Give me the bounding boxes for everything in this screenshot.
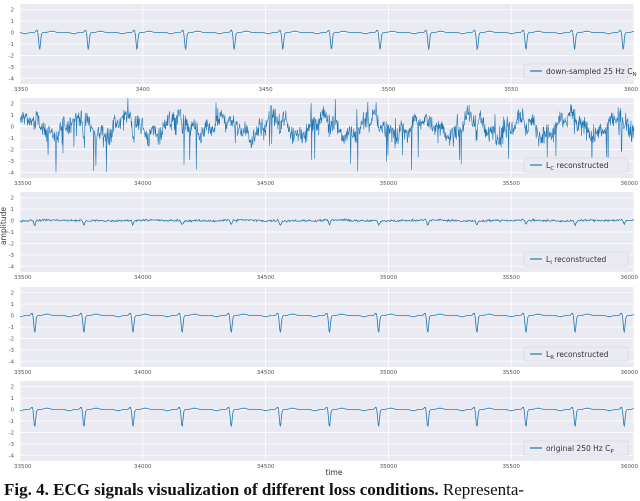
y-tick-label: 2 bbox=[11, 291, 15, 297]
y-tick-label: 1 bbox=[11, 207, 15, 213]
chart-panel-4: 2 1 0 -1 -2 -3 -4 33500 34000 34500 35000 35500 3600… bbox=[9, 287, 639, 376]
series-line bbox=[19, 29, 635, 51]
y-tick-label: -4 bbox=[9, 264, 15, 270]
legend: LR reconstructed bbox=[523, 346, 629, 362]
legend: original 250 Hz CP bbox=[523, 440, 629, 456]
y-tick-label: 1 bbox=[11, 19, 15, 25]
y-axis-title: amplitude bbox=[0, 207, 8, 245]
legend-box bbox=[523, 157, 629, 173]
x-tick-label: 35500 bbox=[502, 370, 520, 376]
y-tick-label: -4 bbox=[9, 170, 15, 176]
y-tick-label: -3 bbox=[9, 348, 15, 354]
chart-panel-1: 2 1 0 -1 -2 -3 -4 3350 3400 3450 3500 3550 3600 down-… bbox=[9, 4, 638, 93]
legend-label: LR reconstructed bbox=[546, 350, 609, 361]
y-tick-label: -3 bbox=[9, 253, 15, 259]
x-tick-label: 34000 bbox=[134, 370, 152, 376]
legend-label: original 250 Hz CP bbox=[546, 444, 614, 455]
series-line bbox=[20, 406, 635, 428]
series-line bbox=[20, 312, 635, 334]
y-tick-label: -1 bbox=[9, 136, 14, 142]
legend-label: LC reconstructed bbox=[546, 161, 609, 172]
x-tick-label: 35500 bbox=[502, 181, 520, 187]
y-tick-label: -1 bbox=[9, 42, 14, 48]
x-tick-label: 35000 bbox=[380, 464, 398, 470]
x-tick-label: 34000 bbox=[134, 275, 152, 281]
y-tick-label: 2 bbox=[11, 102, 15, 108]
x-tick-label: 35500 bbox=[502, 464, 520, 470]
x-tick-label: 3500 bbox=[381, 87, 395, 93]
y-tick-label: -2 bbox=[9, 241, 14, 247]
x-tick-label: 34500 bbox=[257, 275, 275, 281]
chart-panel-5: 2 1 0 -1 -2 -3 -4 33500 34000 34500 35000 35500 3600… bbox=[9, 381, 639, 477]
x-tick-label: 35000 bbox=[380, 370, 398, 376]
legend-box bbox=[523, 63, 629, 79]
chart-panel-3: 2 1 0 -1 -2 -3 -4 33500 34000 34500 35000 35500 3600… bbox=[0, 192, 638, 281]
legend: down-sampled 25 Hz CN bbox=[523, 63, 637, 79]
caption-text: Representa- bbox=[438, 480, 525, 499]
y-tick-label: 1 bbox=[11, 113, 15, 119]
series-line bbox=[19, 218, 635, 227]
y-tick-label: -2 bbox=[9, 147, 14, 153]
x-tick-label: 3350 bbox=[14, 87, 28, 93]
y-tick-label: 0 bbox=[11, 314, 15, 320]
x-tick-label: 33500 bbox=[14, 275, 32, 281]
y-tick-label: -2 bbox=[9, 53, 14, 59]
x-tick-label: 3600 bbox=[624, 87, 638, 93]
caption-label: Fig. 4. ECG signals visualization of dif… bbox=[4, 480, 439, 499]
x-tick-label: 35000 bbox=[380, 275, 398, 281]
x-tick-label: 36000 bbox=[621, 370, 639, 376]
x-tick-label: 34000 bbox=[134, 464, 152, 470]
y-tick-label: 2 bbox=[11, 196, 15, 202]
y-tick-label: 0 bbox=[11, 219, 15, 225]
x-tick-label: 34500 bbox=[257, 464, 275, 470]
y-tick-label: -4 bbox=[9, 76, 15, 82]
x-tick-label: 35000 bbox=[380, 181, 398, 187]
y-tick-label: -2 bbox=[9, 336, 14, 342]
chart-panel-2: 2 1 0 -1 -2 -3 -4 33500 34000 34500 35000 35500 3600… bbox=[9, 97, 639, 187]
legend-label: LI reconstructed bbox=[546, 255, 607, 266]
x-tick-label: 36000 bbox=[621, 181, 639, 187]
x-tick-label: 34000 bbox=[134, 181, 152, 187]
x-tick-label: 34500 bbox=[257, 181, 275, 187]
x-tick-label: 3400 bbox=[136, 87, 150, 93]
y-tick-label: 2 bbox=[11, 8, 15, 14]
x-axis-title: time bbox=[326, 468, 343, 477]
x-tick-label: 33500 bbox=[14, 181, 32, 187]
x-tick-label: 35500 bbox=[502, 275, 520, 281]
y-tick-label: -4 bbox=[9, 453, 15, 459]
x-tick-label: 33500 bbox=[14, 370, 32, 376]
y-tick-label: -1 bbox=[9, 230, 14, 236]
legend-box bbox=[523, 251, 629, 267]
legend-label: down-sampled 25 Hz CN bbox=[546, 67, 637, 78]
y-tick-label: -3 bbox=[9, 65, 15, 71]
legend: LI reconstructed bbox=[523, 251, 629, 267]
x-tick-label: 33500 bbox=[14, 464, 32, 470]
y-tick-label: 1 bbox=[11, 302, 15, 308]
y-tick-label: -3 bbox=[9, 442, 15, 448]
legend-box bbox=[523, 346, 629, 362]
y-tick-label: -1 bbox=[9, 419, 14, 425]
y-tick-label: -4 bbox=[9, 359, 15, 365]
series-line bbox=[19, 97, 635, 173]
y-tick-label: 1 bbox=[11, 396, 15, 402]
x-tick-label: 3550 bbox=[504, 87, 518, 93]
x-tick-label: 36000 bbox=[621, 464, 639, 470]
x-tick-label: 3450 bbox=[259, 87, 273, 93]
y-tick-label: 0 bbox=[11, 31, 15, 37]
y-tick-label: 2 bbox=[11, 385, 15, 391]
legend-box bbox=[523, 440, 629, 456]
x-tick-label: 36000 bbox=[621, 275, 639, 281]
x-tick-label: 34500 bbox=[257, 370, 275, 376]
y-tick-label: 0 bbox=[11, 408, 15, 414]
y-tick-label: 0 bbox=[11, 125, 15, 131]
legend: LC reconstructed bbox=[523, 157, 629, 173]
y-tick-label: -1 bbox=[9, 325, 14, 331]
y-tick-label: -3 bbox=[9, 159, 15, 165]
y-tick-label: -2 bbox=[9, 430, 14, 436]
figure-caption: Fig. 4. ECG signals visualization of dif… bbox=[4, 480, 640, 500]
